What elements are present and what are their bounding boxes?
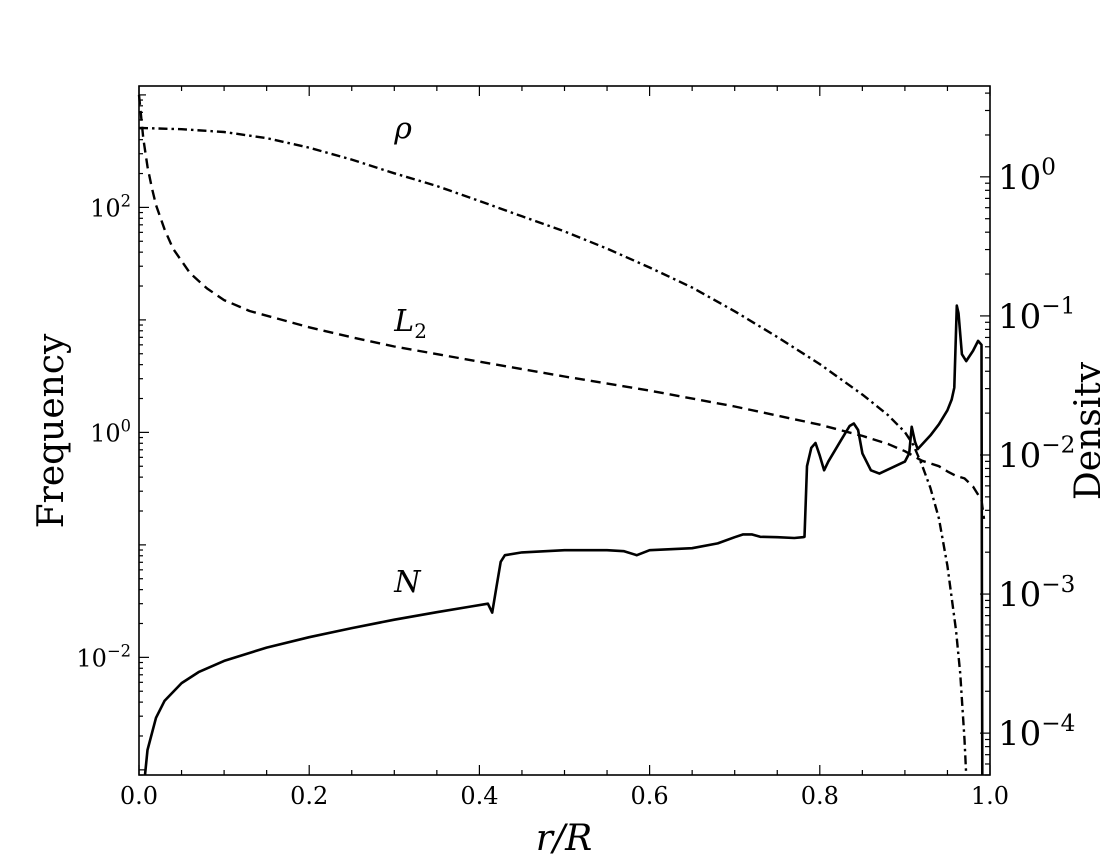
x-tick-label: 0.0 [120,782,158,810]
y-left-tick-label: 100 [90,416,131,447]
tick-labels-layer: 0.0 0.2 0.4 0.6 0.8 1.0 10−2 100 102 10−4 10−3 10−2… [76,155,1075,810]
y-left-tick-label: 10−2 [76,641,131,672]
y-right-tick-label: 10−1 [998,294,1075,337]
x-tick-label: 0.8 [801,782,839,810]
ticks-layer [138,86,991,776]
series-l2-line [137,94,986,520]
x-tick-label: 1.0 [971,782,1009,810]
annotation-l2: L2 [393,304,427,343]
series-rho-line [138,126,968,776]
y-axis-label-left: Frequency [31,333,72,528]
y-right-tick-label: 10−3 [998,572,1075,615]
annotation-n: N [393,565,422,600]
y-right-tick-label: 100 [998,155,1056,198]
x-tick-label: 0.4 [460,782,498,810]
plot-frame [138,85,991,776]
x-axis-label: r/R [536,818,592,859]
series-n-line [143,304,984,776]
y-axis-label-right: Density [1068,361,1100,500]
x-tick-label: 0.6 [631,782,669,810]
y-right-tick-label: 10−4 [998,711,1075,754]
annotations-layer: ρ L2 N [393,111,427,600]
annotation-rho: ρ [393,111,412,146]
curves-layer [137,94,986,776]
y-right-tick-label: 10−2 [998,433,1075,476]
x-tick-label: 0.2 [290,782,328,810]
y-left-tick-label: 102 [90,191,131,222]
